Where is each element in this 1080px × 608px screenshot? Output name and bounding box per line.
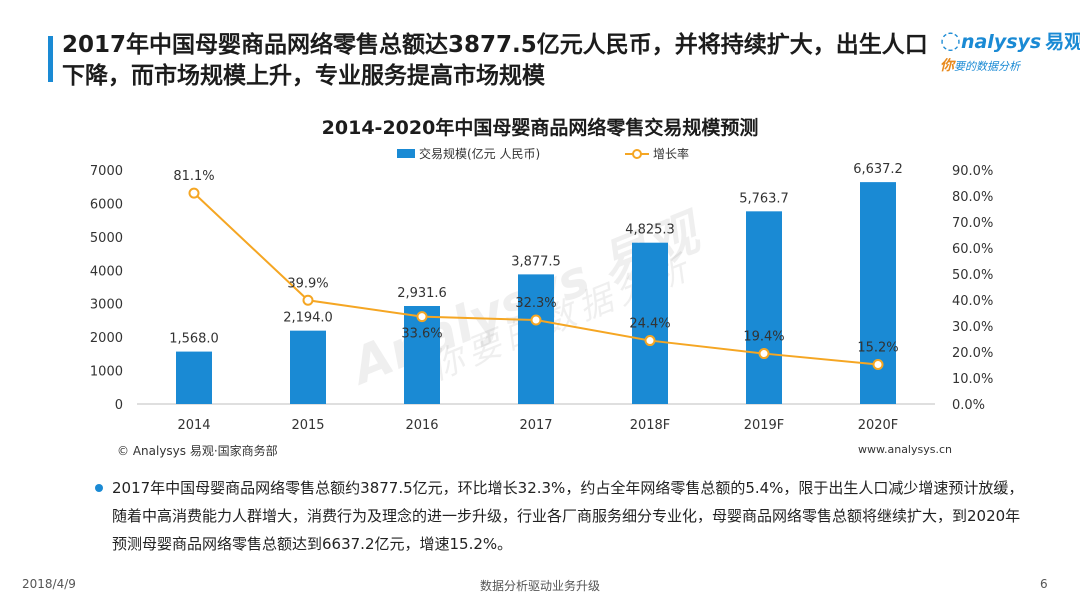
bar-2020F xyxy=(860,182,896,404)
bar-value-label: 2,194.0 xyxy=(283,311,333,326)
left-tick-label: 4000 xyxy=(90,264,123,279)
bar-value-label: 3,877.5 xyxy=(511,254,561,269)
x-tick-label: 2017 xyxy=(519,418,552,433)
x-tick-label: 2014 xyxy=(177,418,210,433)
bar-line-chart: 交易规模(亿元 人民币) 增长率 0 1000 2000 3000 4000 5000 6000… xyxy=(90,146,993,433)
right-tick-label: 40.0% xyxy=(952,294,993,309)
bar-2019F xyxy=(746,211,782,404)
growth-point-2016 xyxy=(416,311,428,323)
growth-value-label: 32.3% xyxy=(515,296,556,311)
x-tick-label: 2020F xyxy=(858,418,899,433)
growth-point-2014 xyxy=(188,187,200,199)
legend-bar-swatch xyxy=(397,149,415,158)
growth-value-label: 19.4% xyxy=(743,330,784,345)
left-tick-label: 2000 xyxy=(90,331,123,346)
left-tick-label: 0 xyxy=(115,398,123,413)
legend-line-label: 增长率 xyxy=(653,146,689,161)
right-tick-label: 30.0% xyxy=(952,320,993,335)
right-tick-label: 20.0% xyxy=(952,346,993,361)
bar-2016 xyxy=(404,306,440,404)
growth-value-label: 39.9% xyxy=(287,276,328,291)
right-tick-label: 90.0% xyxy=(952,164,993,179)
page-number: 6 xyxy=(1040,577,1048,591)
x-tick-label: 2019F xyxy=(744,418,785,433)
footer-date: 2018/4/9 xyxy=(22,577,76,591)
legend-bar-label: 交易规模(亿元 人民币) xyxy=(419,146,540,161)
left-tick-label: 5000 xyxy=(90,231,123,246)
growth-value-label: 15.2% xyxy=(857,340,898,355)
legend-line-marker xyxy=(632,149,642,159)
growth-value-label: 81.1% xyxy=(173,169,214,184)
x-tick-label: 2015 xyxy=(291,418,324,433)
left-tick-label: 7000 xyxy=(90,164,123,179)
bar-value-label: 4,825.3 xyxy=(625,223,675,238)
footer-slogan: 数据分析驱动业务升级 xyxy=(479,579,600,593)
summary-text: 2017年中国母婴商品网络零售总额约3877.5亿元，环比增长32.3%，约占全… xyxy=(112,479,1024,553)
right-tick-label: 80.0% xyxy=(952,190,993,205)
right-tick-label: 0.0% xyxy=(952,398,985,413)
logo-brand-cn: 易观 xyxy=(1045,31,1080,53)
left-tick-label: 6000 xyxy=(90,197,123,212)
right-tick-label: 50.0% xyxy=(952,268,993,283)
growth-point-2017 xyxy=(530,314,542,326)
analysys-logo: ◌nalysys 易观 你要的数据分析 xyxy=(940,26,1080,76)
left-tick-label: 3000 xyxy=(90,298,123,313)
growth-point-2018F xyxy=(644,335,656,347)
growth-point-2015 xyxy=(302,294,314,306)
bar-value-label: 5,763.7 xyxy=(739,191,789,206)
chart-title: 2014-2020年中国母婴商品网络零售交易规模预测 xyxy=(321,117,759,139)
website-url: www.analysys.cn xyxy=(858,443,952,456)
growth-point-2020F xyxy=(872,358,884,370)
x-tick-label: 2018F xyxy=(630,418,671,433)
bar-value-label: 1,568.0 xyxy=(169,332,219,347)
bar-value-label: 2,931.6 xyxy=(397,286,447,301)
left-tick-label: 1000 xyxy=(90,365,123,380)
right-tick-label: 10.0% xyxy=(952,372,993,387)
logo-brand: nalysys xyxy=(960,31,1042,53)
growth-value-label: 33.6% xyxy=(401,327,442,342)
logo-tagline: 要的数据分析 xyxy=(954,60,1020,73)
bullet-dot xyxy=(95,484,103,492)
right-tick-label: 70.0% xyxy=(952,216,993,231)
title-accent-bar xyxy=(48,36,53,82)
bar-value-label: 6,637.2 xyxy=(853,162,903,177)
growth-point-2019F xyxy=(758,348,770,360)
chart-source: © Analysys 易观·国家商务部 xyxy=(117,444,278,458)
bar-2018F xyxy=(632,242,668,404)
x-tick-label: 2016 xyxy=(405,418,438,433)
bar-2015 xyxy=(290,330,326,404)
growth-value-label: 24.4% xyxy=(629,317,670,332)
page-headline: 2017年中国母婴商品网络零售总额达3877.5亿元人民币，并将持续扩大，出生人… xyxy=(62,32,928,89)
logo-tagline-you: 你 xyxy=(940,58,954,74)
bar-2014 xyxy=(176,351,212,404)
bar-2017 xyxy=(518,274,554,404)
right-tick-label: 60.0% xyxy=(952,242,993,257)
